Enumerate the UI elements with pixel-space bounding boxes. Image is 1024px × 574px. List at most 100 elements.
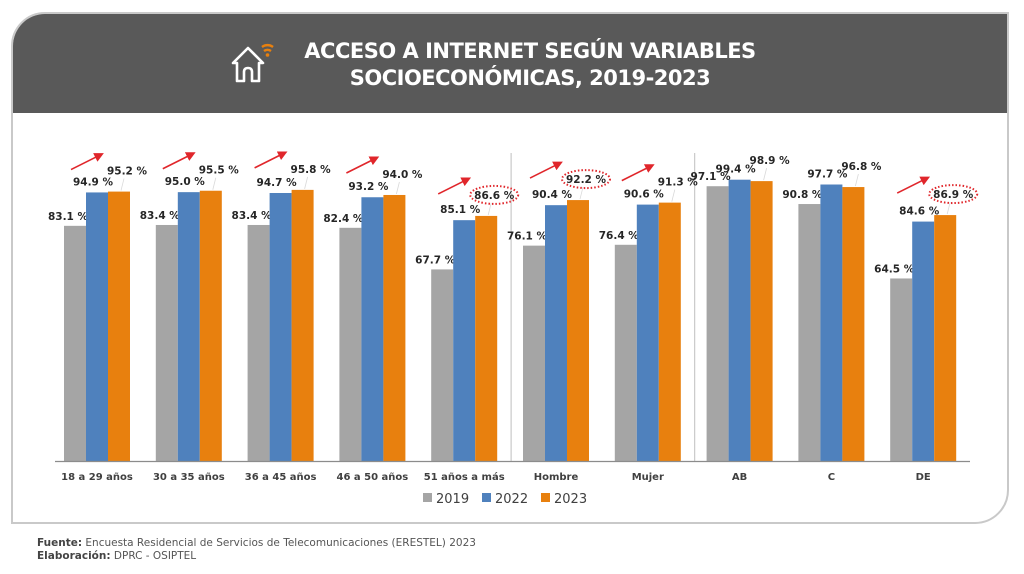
data-label-2023: 96.8 % bbox=[841, 161, 882, 173]
bar-2019 bbox=[523, 245, 545, 461]
x-tick-label: C bbox=[828, 472, 835, 483]
footer-notes: Fuente: Encuesta Residencial de Servicio… bbox=[37, 537, 476, 563]
data-label-2019: 97.1 % bbox=[691, 171, 732, 183]
data-label-2023: 86.9 % bbox=[933, 189, 974, 201]
data-label-2022: 94.7 % bbox=[257, 177, 298, 189]
highlight-ellipse bbox=[469, 184, 520, 205]
bar-2023 bbox=[567, 200, 589, 461]
legend-label-2022: 2022 bbox=[495, 492, 528, 507]
bar-2023 bbox=[199, 190, 222, 462]
data-label-2022: 94.9 % bbox=[73, 176, 114, 188]
credit-label: Elaboración: bbox=[37, 550, 111, 562]
data-label-2019: 76.1 % bbox=[507, 231, 548, 243]
increase-arrow-icon bbox=[896, 176, 931, 194]
x-tick-label: 30 a 35 años bbox=[153, 472, 225, 483]
bar-2023 bbox=[291, 189, 314, 462]
data-label-2019: 76.4 % bbox=[599, 230, 640, 242]
x-tick-label: DE bbox=[916, 472, 931, 483]
bar-2022 bbox=[728, 179, 751, 461]
data-label-2019: 67.7 % bbox=[415, 254, 456, 266]
credit-note: Elaboración: DPRC - OSIPTEL bbox=[37, 550, 476, 563]
increase-arrow-icon bbox=[254, 151, 288, 169]
source-label: Fuente: bbox=[37, 537, 83, 549]
bar-2019 bbox=[890, 278, 913, 461]
data-label-2019: 83.4 % bbox=[140, 210, 181, 222]
increase-arrow-icon bbox=[162, 152, 196, 170]
data-label-2022: 90.6 % bbox=[624, 189, 665, 201]
bar-2019 bbox=[614, 244, 637, 461]
increase-arrow-icon bbox=[529, 161, 563, 179]
data-label-2023: 95.8 % bbox=[291, 164, 332, 176]
increase-arrow-icon bbox=[346, 156, 380, 174]
data-label-2023: 86.6 % bbox=[474, 190, 515, 202]
data-label-2019: 83.1 % bbox=[48, 211, 89, 223]
x-tick-label: 46 a 50 años bbox=[337, 472, 409, 483]
highlight-ellipse bbox=[561, 169, 611, 190]
leader-line bbox=[212, 177, 217, 190]
legend-swatch-2023 bbox=[541, 493, 550, 502]
bar-2023 bbox=[475, 215, 498, 461]
bar-2023 bbox=[842, 187, 865, 461]
legend-label-2019: 2019 bbox=[436, 492, 469, 507]
leader-line bbox=[855, 173, 859, 187]
title-line-1: ACCESO A INTERNET SEGÚN VARIABLES bbox=[304, 39, 756, 63]
bar-2022 bbox=[86, 192, 108, 462]
leader-line bbox=[671, 189, 676, 202]
x-tick-label: 51 años a más bbox=[424, 471, 505, 483]
bar-2022 bbox=[269, 192, 292, 461]
increase-arrow-icon bbox=[437, 177, 472, 195]
bar-2019 bbox=[431, 269, 454, 461]
bar-2023 bbox=[383, 194, 406, 462]
title-line-2: SOCIOECONÓMICAS, 2019-2023 bbox=[349, 66, 711, 90]
legend-swatch-2022 bbox=[482, 493, 491, 502]
data-label-2019: 82.4 % bbox=[323, 213, 364, 225]
x-tick-label: 36 a 45 años bbox=[245, 472, 317, 483]
bar-2022 bbox=[820, 184, 843, 461]
data-label-2019: 64.5 % bbox=[874, 263, 915, 275]
leader-line bbox=[487, 202, 492, 216]
data-label-2023: 95.2 % bbox=[107, 166, 148, 178]
bar-2019 bbox=[64, 225, 86, 461]
bar-2022 bbox=[453, 220, 476, 461]
data-label-2022: 90.4 % bbox=[532, 189, 573, 201]
bar-2019 bbox=[339, 227, 362, 461]
bar-2019 bbox=[155, 224, 178, 461]
leader-line bbox=[763, 168, 767, 181]
leader-line bbox=[579, 186, 584, 200]
bar-2023 bbox=[108, 191, 130, 462]
header-banner: ACCESO A INTERNET SEGÚN VARIABLES SOCIOE… bbox=[13, 14, 1007, 113]
chart-title: ACCESO A INTERNET SEGÚN VARIABLES SOCIOE… bbox=[13, 38, 1007, 92]
data-label-2019: 90.8 % bbox=[782, 189, 823, 201]
data-label-2023: 92.2 % bbox=[566, 174, 607, 186]
data-label-2023: 98.9 % bbox=[750, 155, 791, 167]
leader-line bbox=[946, 201, 951, 215]
bar-2022 bbox=[177, 192, 200, 461]
x-tick-label: 18 a 29 años bbox=[61, 472, 133, 483]
data-label-2022: 95.0 % bbox=[165, 176, 206, 188]
leader-line bbox=[304, 176, 308, 189]
data-label-2022: 97.7 % bbox=[807, 169, 848, 181]
highlight-ellipse bbox=[928, 184, 979, 205]
house-wifi-icon bbox=[231, 44, 274, 83]
data-label-2023: 94.0 % bbox=[382, 169, 423, 181]
data-label-2022: 93.2 % bbox=[348, 181, 389, 193]
bar-2022 bbox=[912, 221, 935, 461]
x-tick-label: Hombre bbox=[534, 472, 579, 483]
data-label-2022: 99.4 % bbox=[716, 164, 757, 176]
source-note: Fuente: Encuesta Residencial de Servicio… bbox=[37, 537, 476, 550]
leader-line bbox=[396, 181, 400, 195]
bar-2023 bbox=[934, 215, 957, 461]
increase-arrow-icon bbox=[70, 153, 104, 171]
bar-2023 bbox=[658, 202, 681, 461]
bar-2022 bbox=[636, 204, 659, 462]
data-label-2022: 84.6 % bbox=[899, 206, 940, 218]
x-tick-label: AB bbox=[732, 472, 747, 483]
bar-2022 bbox=[545, 205, 567, 461]
data-label-2022: 85.1 % bbox=[440, 204, 481, 216]
bar-2019 bbox=[247, 224, 270, 461]
bar-2022 bbox=[361, 197, 384, 461]
bar-2019 bbox=[798, 204, 821, 461]
bar-2019 bbox=[706, 186, 729, 461]
data-label-2019: 83.4 % bbox=[232, 210, 273, 222]
